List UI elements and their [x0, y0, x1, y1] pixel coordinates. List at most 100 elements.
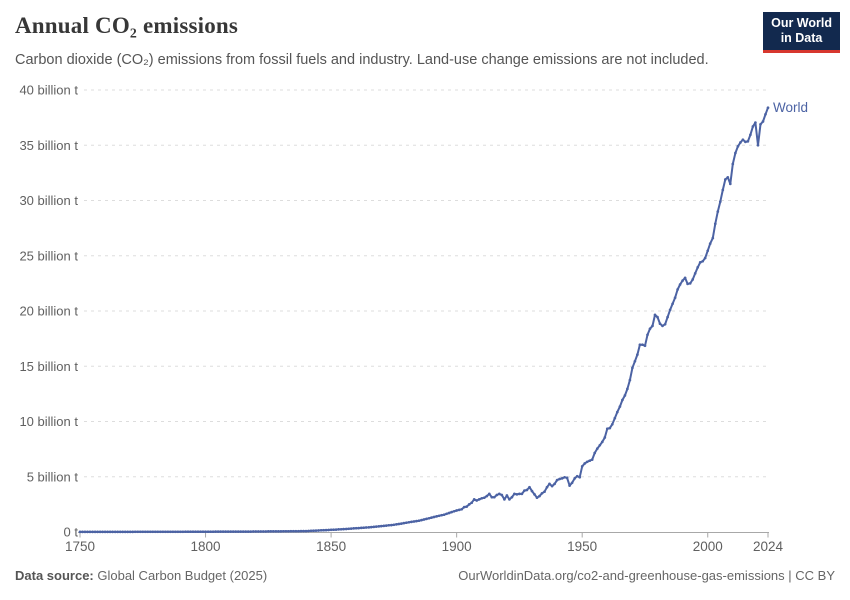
series-point — [261, 530, 265, 533]
series-point — [209, 530, 212, 534]
series-point — [191, 530, 195, 534]
series-point — [588, 459, 592, 463]
series-point — [578, 475, 582, 479]
series-point — [641, 343, 644, 347]
owid-logo-line1: Our World — [771, 16, 832, 30]
series-point — [548, 482, 551, 486]
series-point — [734, 151, 737, 155]
series-point — [467, 503, 471, 506]
series-point — [181, 530, 185, 534]
series-point — [241, 530, 245, 533]
series-point — [460, 507, 464, 511]
series-point — [161, 530, 165, 534]
series-point — [648, 327, 652, 331]
series-point — [422, 518, 426, 521]
series-point — [751, 125, 755, 128]
y-tick-label: 15 billion t — [19, 359, 78, 374]
series-point — [646, 333, 649, 337]
series-line-world[interactable] — [79, 106, 769, 533]
y-tick-label: 0 t — [64, 525, 79, 540]
series-point — [302, 529, 305, 533]
series-point — [447, 511, 451, 515]
series-point — [106, 530, 109, 534]
series-point — [590, 458, 594, 461]
series-point — [101, 530, 104, 534]
data-source: Data source: Global Carbon Budget (2025) — [15, 568, 267, 583]
series-point — [329, 528, 333, 532]
series-point — [229, 530, 233, 533]
series-point — [357, 526, 361, 530]
series-point — [653, 313, 657, 317]
series-point — [523, 489, 526, 492]
series-point — [204, 530, 207, 534]
series-point — [251, 530, 255, 533]
series-point — [663, 322, 667, 326]
series-point — [78, 530, 82, 534]
series-point — [412, 520, 416, 523]
series-point — [515, 493, 519, 496]
series-point — [726, 175, 730, 179]
x-tick-label: 2024 — [753, 539, 784, 554]
series-point — [465, 505, 469, 508]
series-point — [111, 530, 114, 534]
series-point — [560, 477, 564, 480]
series-point — [472, 498, 476, 501]
series-point — [249, 530, 253, 533]
series-point — [184, 530, 187, 534]
series-point — [520, 492, 524, 496]
citation-link[interactable]: OurWorldinData.org/co2-and-greenhouse-ga… — [458, 568, 835, 583]
series-point — [347, 527, 351, 531]
series-point — [362, 526, 366, 530]
series-point — [573, 477, 577, 480]
series-point — [766, 106, 770, 110]
series-point — [585, 460, 589, 464]
series-point — [390, 523, 393, 527]
series-point — [141, 530, 145, 534]
series-point — [186, 530, 190, 534]
series-point — [337, 528, 340, 531]
series-point — [206, 530, 210, 534]
series-point — [535, 496, 539, 500]
series-point — [349, 527, 353, 530]
series-point — [513, 492, 516, 496]
series-point — [256, 530, 260, 533]
series-point — [440, 513, 443, 517]
series-point — [731, 162, 735, 166]
series-point — [688, 282, 692, 285]
series-point — [608, 426, 612, 430]
series-point — [721, 188, 725, 192]
owid-logo-line2: in Data — [780, 31, 823, 45]
series-point — [96, 530, 99, 534]
series-point — [668, 308, 672, 312]
series-point — [169, 530, 172, 534]
series-point — [595, 447, 599, 450]
series-point — [314, 529, 318, 532]
series-world[interactable] — [78, 106, 770, 534]
series-point — [598, 443, 602, 447]
series-point — [395, 523, 398, 526]
series-point — [352, 527, 356, 530]
series-point — [317, 529, 320, 532]
series-point — [86, 530, 89, 534]
series-point — [176, 530, 180, 534]
series-point — [118, 530, 122, 534]
series-point — [287, 529, 290, 533]
series-point — [691, 278, 695, 281]
x-tick-label: 1800 — [191, 539, 221, 554]
series-point — [339, 527, 343, 531]
series-point — [623, 394, 627, 397]
chart-footer: Data source: Global Carbon Budget (2025)… — [15, 568, 835, 583]
series-point — [615, 410, 619, 414]
series-point — [138, 530, 142, 534]
series-point — [81, 530, 84, 534]
series-point — [379, 524, 383, 528]
series-point — [756, 143, 760, 147]
series-point — [254, 530, 258, 533]
series-point — [457, 508, 461, 512]
series-point — [136, 530, 140, 534]
series-point — [643, 344, 647, 348]
owid-logo[interactable]: Our World in Data — [763, 12, 840, 53]
series-point — [708, 242, 712, 245]
series-point — [171, 530, 175, 534]
